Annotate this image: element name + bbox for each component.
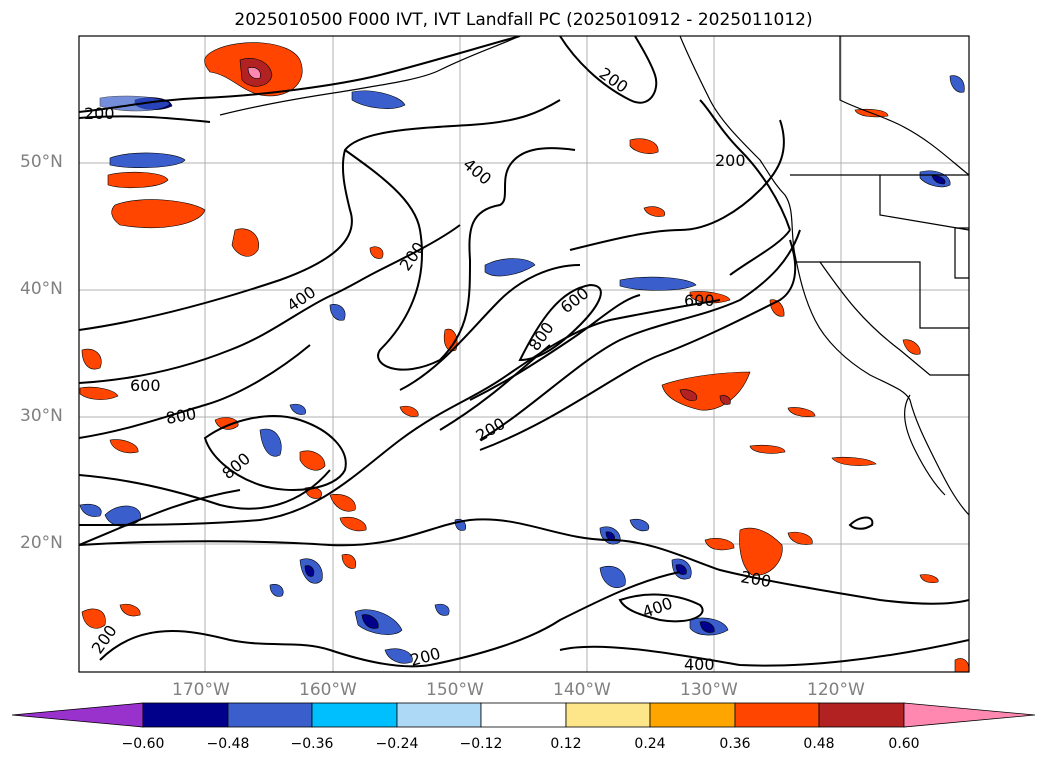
colorbar-bin xyxy=(649,702,736,728)
lat-label: 50°N xyxy=(20,152,63,172)
colorbar-bin xyxy=(311,702,398,728)
colorbar-bin xyxy=(818,702,905,728)
coastline xyxy=(219,36,969,516)
colorbar-tick: −0.36 xyxy=(290,736,334,752)
contour-label: 200 xyxy=(715,151,746,170)
colorbar-tick: 0.48 xyxy=(803,736,835,752)
colorbar-tick: −0.24 xyxy=(375,736,419,752)
lon-label: 130°W xyxy=(680,680,738,700)
map-frame xyxy=(78,35,970,673)
map-title: 2025010500 F000 IVT, IVT Landfall PC (20… xyxy=(234,10,813,30)
colorbar-tick: 0.24 xyxy=(634,736,666,752)
lon-label: 170°W xyxy=(172,680,230,700)
contour-label: 600 xyxy=(684,291,715,310)
colorbar-bin xyxy=(396,702,482,728)
contour-label: 600 xyxy=(130,376,161,395)
lon-label: 120°W xyxy=(807,680,865,700)
lat-label: 20°N xyxy=(20,533,63,553)
contour-label: 200 xyxy=(84,104,115,123)
colorbar-bin xyxy=(227,702,313,728)
colorbar-bin xyxy=(142,702,229,728)
colorbar-extend-high xyxy=(903,702,1036,728)
lon-label: 160°W xyxy=(299,680,357,700)
lat-label: 40°N xyxy=(20,279,63,299)
ivt-contours xyxy=(79,36,969,668)
lon-label: 150°W xyxy=(426,680,484,700)
colorbar-tick: 0.36 xyxy=(719,736,751,752)
colorbar xyxy=(11,702,1036,728)
lon-label: 140°W xyxy=(553,680,611,700)
colorbar-extend-low xyxy=(11,702,144,728)
ivt-landfall-pc-fill xyxy=(79,42,969,672)
colorbar-tick: −0.48 xyxy=(206,736,250,752)
lat-label: 30°N xyxy=(20,406,63,426)
colorbar-bin xyxy=(565,702,651,728)
colorbar-bin xyxy=(734,702,820,728)
colorbar-tick: −0.60 xyxy=(121,736,165,752)
contour-label: 400 xyxy=(684,655,715,674)
colorbar-tick: 0.12 xyxy=(550,736,582,752)
colorbar-bin xyxy=(480,702,567,728)
colorbar-tick: −0.12 xyxy=(459,736,503,752)
colorbar-tick: 0.60 xyxy=(888,736,920,752)
